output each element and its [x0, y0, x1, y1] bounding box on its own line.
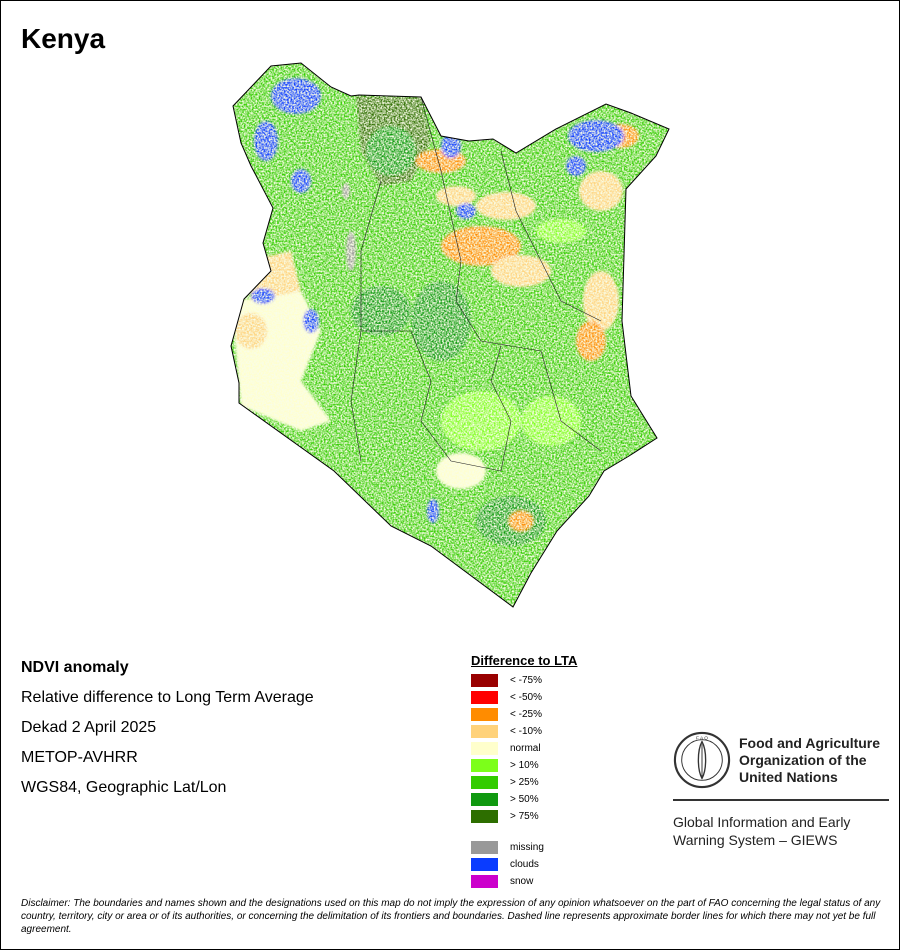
fao-logo-block: F A O Food and Agriculture Organization …: [673, 731, 889, 849]
legend-label: < -50%: [510, 692, 542, 703]
legend-entry: normal: [471, 740, 577, 757]
info-heading: NDVI anomaly: [21, 659, 129, 676]
legend-swatch: [471, 793, 498, 806]
legend: Difference to LTA < -75% < -50% < -25% < -1…: [471, 653, 577, 890]
legend-swatch: [471, 725, 498, 738]
info-line: WGS84, Geographic Lat/Lon: [21, 779, 227, 796]
legend-entry: < -10%: [471, 723, 577, 740]
admin-boundaries: [350, 96, 602, 472]
legend-label: > 75%: [510, 811, 539, 822]
org-name-line: Organization of the: [739, 751, 867, 768]
legend-swatch: [471, 875, 498, 888]
legend-swatch: [471, 674, 498, 687]
disclaimer: Disclaimer: The boundaries and names sho…: [21, 898, 881, 935]
legend-swatch: [471, 858, 498, 871]
info-line: Relative difference to Long Term Average: [21, 689, 314, 706]
legend-swatch: [471, 742, 498, 755]
legend-label: > 25%: [510, 777, 539, 788]
legend-label: > 10%: [510, 760, 539, 771]
legend-entry: > 25%: [471, 774, 577, 791]
org-name-line: Food and Agriculture: [739, 734, 881, 751]
legend-label: < -10%: [510, 726, 542, 737]
giews-line: Warning System – GIEWS: [673, 832, 838, 848]
giews-name: Global Information and Early Warning Sys…: [673, 813, 889, 849]
legend-entry: snow: [471, 873, 577, 890]
legend-entry: > 75%: [471, 808, 577, 825]
legend-entry: < -50%: [471, 689, 577, 706]
org-name-line: United Nations: [739, 768, 838, 785]
info-line: METOP-AVHRR: [21, 749, 138, 766]
info-line: Dekad 2 April 2025: [21, 719, 157, 736]
legend-label: clouds: [510, 859, 539, 870]
legend-entry: < -75%: [471, 672, 577, 689]
legend-label: missing: [510, 842, 544, 853]
legend-swatch: [471, 810, 498, 823]
legend-swatch: [471, 691, 498, 704]
legend-label: normal: [510, 743, 541, 754]
legend-swatch: [471, 708, 498, 721]
legend-label: snow: [510, 876, 534, 887]
legend-entry: > 10%: [471, 757, 577, 774]
divider: [673, 799, 889, 801]
legend-items: < -75% < -50% < -25% < -10% normal > 10% > 25%…: [471, 672, 577, 825]
ndvi-anomaly-map: [230, 62, 670, 608]
map-fill: [231, 63, 669, 607]
fao-org-name: Food and Agriculture Organization of the…: [739, 735, 880, 786]
legend-extras: missing clouds snow: [471, 839, 577, 890]
map-info: NDVI anomaly Relative difference to Long…: [21, 657, 314, 807]
legend-entry: > 50%: [471, 791, 577, 808]
giews-line: Global Information and Early: [673, 814, 851, 830]
fao-emblem-icon: F A O: [673, 731, 731, 789]
legend-swatch: [471, 759, 498, 772]
svg-text:F A O: F A O: [696, 736, 708, 742]
legend-label: > 50%: [510, 794, 539, 805]
legend-label: < -75%: [510, 675, 542, 686]
legend-entry: clouds: [471, 856, 577, 873]
map-title: Kenya: [21, 23, 106, 54]
legend-entry: < -25%: [471, 706, 577, 723]
legend-entry: missing: [471, 839, 577, 856]
legend-title: Difference to LTA: [471, 653, 578, 668]
legend-swatch: [471, 776, 498, 789]
legend-swatch: [471, 841, 498, 854]
legend-label: < -25%: [510, 709, 542, 720]
